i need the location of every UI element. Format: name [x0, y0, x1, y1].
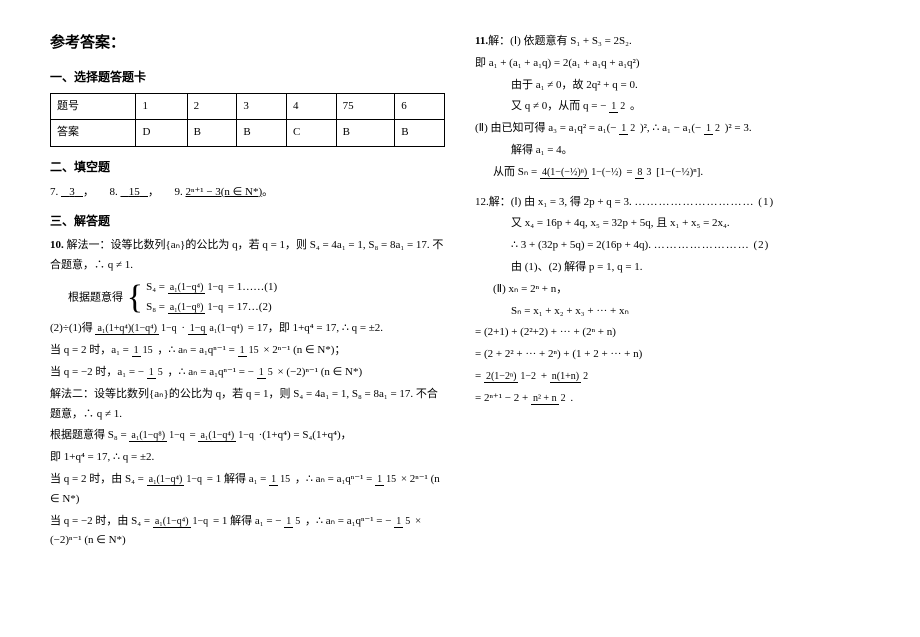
cell: 2 — [187, 93, 237, 120]
p10-m2-eq: 根据题意得 S₈ = a₁(1−q⁸)1−q = a₁(1−q⁴)1−q ·(1… — [50, 426, 445, 446]
q9-label: 9. — [175, 186, 183, 198]
p12-l2: 又 x₄ = 16p + 4q, x₅ = 32p + 5q, 且 x₁ + x… — [475, 214, 870, 234]
p12-l6: Sₙ = x₁ + x₂ + x₃ + ··· + xₙ — [475, 302, 870, 322]
p12-l7: = (2+1) + (2²+2) + ··· + (2ⁿ + n) — [475, 323, 870, 343]
cell: B — [187, 120, 237, 147]
cell: C — [286, 120, 336, 147]
q9-ans: 2ⁿ⁺¹ − 3(n ∈ N*) — [186, 186, 263, 198]
q8-ans: 15 — [121, 186, 149, 198]
q7-label: 7. — [50, 186, 58, 198]
cell: 答案 — [51, 120, 136, 147]
p12-l1: 12.解：(Ⅰ) 由 x₁ = 3, 得 2p + q = 3. …………………… — [475, 193, 870, 213]
p10-m2-qm2: 当 q = −2 时，由 S₄ = a₁(1−q⁴)1−q = 1 解得 a₁ … — [50, 512, 445, 552]
left-brace-icon: { — [127, 281, 143, 315]
p10-qm2: 当 q = −2 时，a₁ = − 15 ，∴ aₙ = a₁qⁿ⁻¹ = − … — [50, 363, 445, 383]
q7-ans: 3 — [61, 186, 83, 198]
p12-l10: = 2ⁿ⁺¹ − 2 + n² + n2 . — [475, 389, 870, 409]
p10-m2-intro: 解法二：设等比数列{aₙ}的公比为 q，若 q = 1，则 S₄ = 4a₁ =… — [50, 385, 445, 425]
section2-header: 二、填空题 — [50, 157, 445, 179]
main-heading: 参考答案： — [50, 30, 445, 57]
p11-l3: 由于 a₁ ≠ 0，故 2q² + q = 0. — [475, 76, 870, 96]
q8-label: 8. — [110, 186, 118, 198]
p11-l5: (Ⅱ) 由已知可得 a₃ = a₁q² = a₁(− 12 )², ∴ a₁ −… — [475, 119, 870, 139]
p12-l3: ∴ 3 + (32p + 5q) = 2(16p + 4q). ……………………… — [475, 236, 870, 256]
p11-l4: 又 q ≠ 0，从而 q = − 12 。 — [475, 97, 870, 117]
fill-blanks: 7. 3 ， 8. 15 ， 9. 2ⁿ⁺¹ − 3(n ∈ N*)。 — [50, 183, 445, 203]
cell: 6 — [395, 93, 445, 120]
cell: 1 — [136, 93, 187, 120]
table-row: 题号 1 2 3 4 75 6 — [51, 93, 445, 120]
cell: B — [395, 120, 445, 147]
cell: 3 — [237, 93, 287, 120]
cell: 75 — [336, 93, 395, 120]
p10-m2-q2: 当 q = 2 时，由 S₄ = a₁(1−q⁴)1−q = 1 解得 a₁ =… — [50, 470, 445, 510]
p12-l4: 由 (1)、(2) 解得 p = 1, q = 1. — [475, 258, 870, 278]
table-row: 答案 D B B C B B — [51, 120, 445, 147]
p12-l9: = 2(1−2ⁿ)1−2 + n(1+n)2 — [475, 367, 870, 387]
cell: D — [136, 120, 187, 147]
p10-m1-intro: 10. 解法一：设等比数列{aₙ}的公比为 q，若 q = 1，则 S₄ = 4… — [50, 236, 445, 276]
section3-header: 三、解答题 — [50, 211, 445, 233]
cell: 题号 — [51, 93, 136, 120]
cell: B — [237, 120, 287, 147]
p10-q2: 当 q = 2 时，a₁ = 115 ，∴ aₙ = a₁qⁿ⁻¹ = 115 … — [50, 341, 445, 361]
p10-system: 根据题意得 { S₄ = a₁(1−q⁴)1−q = 1……(1) S₈ = a… — [50, 278, 445, 318]
right-column: 11.解：(Ⅰ) 依题意有 S₁ + S₃ = 2S₂. 即 a₁ + (a₁ … — [475, 30, 870, 607]
cell: B — [336, 120, 395, 147]
p11-l1: 11.解：(Ⅰ) 依题意有 S₁ + S₃ = 2S₂. — [475, 32, 870, 52]
section1-header: 一、选择题答题卡 — [50, 67, 445, 89]
answer-table: 题号 1 2 3 4 75 6 答案 D B B C B B — [50, 93, 445, 148]
p10-m2-so: 即 1+q⁴ = 17, ∴ q = ±2. — [50, 448, 445, 468]
p10-div: (2)÷(1)得 a₁(1+q⁴)(1−q⁴)1−q · 1−qa₁(1−q⁴)… — [50, 319, 445, 339]
p11-l6: 解得 a₁ = 4。 — [475, 141, 870, 161]
p11-l7: 从而 Sₙ = 4(1−(−½)ⁿ)1−(−½) = 83 [1−(−½)ⁿ]. — [475, 163, 870, 183]
left-column: 参考答案： 一、选择题答题卡 题号 1 2 3 4 75 6 答案 D B B … — [50, 30, 445, 607]
cell: 4 — [286, 93, 336, 120]
p12-l5: (Ⅱ) xₙ = 2ⁿ + n， — [475, 280, 870, 300]
p12-l8: = (2 + 2² + ··· + 2ⁿ) + (1 + 2 + ··· + n… — [475, 345, 870, 365]
p11-l2: 即 a₁ + (a₁ + a₁q) = 2(a₁ + a₁q + a₁q²) — [475, 54, 870, 74]
